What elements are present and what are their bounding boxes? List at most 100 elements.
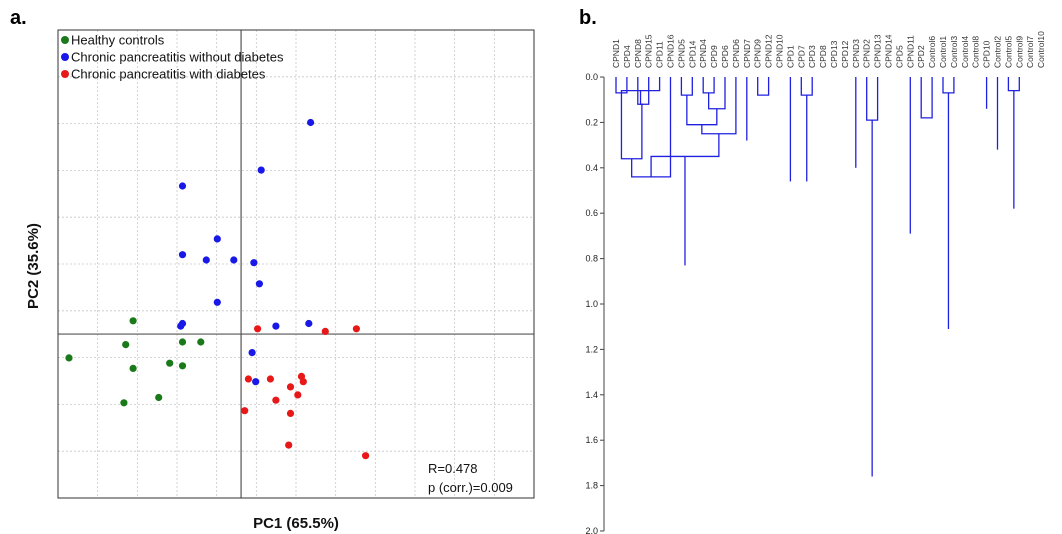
- pca-point-series-3: [299, 378, 307, 386]
- dendrogram-links: [616, 77, 1020, 477]
- legend-label-series-2: Chronic pancreatitis without diabetes: [71, 50, 284, 65]
- dendrogram-leaf-label: CPND13: [873, 34, 883, 68]
- pca-points: [65, 118, 370, 460]
- pca-x-axis-title: PC1 (65.5%): [253, 515, 339, 532]
- dendrogram-leaf-label: CPD2: [916, 45, 926, 68]
- pca-point-series-2: [272, 322, 280, 330]
- pca-point-series-2: [307, 118, 315, 127]
- dendrogram-leaf-label: CPD3: [807, 45, 817, 68]
- pca-point-series-2: [252, 378, 260, 386]
- pca-point-series-3: [272, 396, 280, 404]
- pca-point-series-1: [120, 399, 128, 407]
- dendrogram-leaf-label: Control4: [960, 36, 970, 68]
- dendrogram-leaf-label: CPD6: [720, 45, 730, 68]
- pca-gridlines: [58, 30, 534, 498]
- dendrogram-tick-label: 1.6: [585, 435, 598, 445]
- dendrogram-link: [680, 77, 693, 96]
- dendrogram-tick-label: 0.4: [585, 163, 598, 173]
- panel-letter-b: b.: [579, 7, 597, 29]
- dendrogram-leaf-label: CPND6: [731, 39, 741, 68]
- dendrogram-link: [620, 92, 643, 160]
- pca-point-series-3: [321, 327, 329, 335]
- dendrogram-tick-label: 2.0: [585, 526, 598, 534]
- pca-point-series-3: [294, 391, 302, 399]
- pca-point-series-3: [241, 407, 249, 415]
- dendrogram-tick-label: 1.4: [585, 390, 598, 400]
- pca-point-series-3: [285, 441, 293, 449]
- dendrogram: 0.00.20.40.60.81.01.21.41.61.82.0 CPND1 C…: [585, 31, 1046, 534]
- dendrogram-link: [942, 77, 955, 94]
- dendrogram-leaf-label: Control3: [949, 36, 959, 68]
- dendrogram-leaf-label: Control8: [971, 36, 981, 68]
- dendrogram-leaf-label: CPD4: [622, 45, 632, 68]
- dendrogram-leaf-label: CPND14: [884, 34, 894, 68]
- dendrogram-leaf-label: CPND1: [611, 39, 621, 68]
- dendrogram-leaf-label: CPND15: [644, 34, 654, 68]
- legend-marker-series-3: [61, 70, 69, 78]
- pca-y-axis-title: PC2 (35.6%): [25, 223, 42, 309]
- dendrogram-leaf-label: CPD14: [687, 40, 697, 68]
- pca-point-series-2: [305, 319, 313, 328]
- pca-point-series-3: [244, 375, 252, 383]
- pca-point-series-3: [286, 383, 295, 391]
- dendrogram-leaf-label: CPD8: [818, 45, 828, 68]
- dendrogram-leaf-label: CPD9: [709, 45, 719, 68]
- pca-point-series-2: [248, 349, 256, 357]
- dendrogram-link: [702, 77, 715, 94]
- dendrogram-tick-label: 0.8: [585, 254, 598, 264]
- dendrogram-link: [800, 77, 813, 96]
- dendrogram-tick-label: 0.2: [585, 117, 598, 127]
- dendrogram-leaf-label: CPD11: [655, 41, 665, 68]
- pca-point-series-1: [65, 354, 73, 362]
- dendrogram-link: [866, 77, 879, 121]
- dendrogram-leaf-label: CPND2: [862, 39, 872, 68]
- pca-point-series-1: [129, 364, 137, 372]
- pca-point-series-1: [129, 317, 137, 325]
- dendrogram-leaf-label: Control1: [938, 36, 948, 68]
- pca-point-series-2: [255, 280, 263, 288]
- pca-point-series-3: [362, 452, 370, 460]
- dendrogram-leaf-label: Control6: [927, 36, 937, 68]
- dendrogram-tick-label: 1.8: [585, 481, 598, 491]
- dendrogram-leaf-label: CPD5: [894, 45, 904, 68]
- pca-point-series-2: [230, 256, 238, 264]
- dendrogram-leaf-label: CPND11: [905, 35, 915, 68]
- pca-point-series-2: [177, 322, 185, 330]
- legend-label-series-1: Healthy controls: [71, 33, 165, 48]
- dendrogram-tick-label: 1.0: [585, 299, 598, 309]
- dendrogram-leaf-label: CPD12: [840, 40, 850, 68]
- dendrogram-y-axis: 0.0 0.2 0.4 0.6 0.8 1.0 1.2 1.4 1.6 1.8 2.0: [585, 72, 605, 534]
- dendrogram-leaf-label: CPND3: [851, 39, 861, 68]
- pca-point-series-2: [213, 298, 221, 306]
- pca-point-series-2: [202, 256, 210, 264]
- dendrogram-leaf-label: CPND10: [775, 34, 785, 68]
- stat-p-annotation: p (corr.)=0.009: [428, 480, 513, 495]
- panel-letter-a: a.: [10, 7, 27, 29]
- dendrogram-leaf-labels: CPND1 CPD4 CPND8 CPND15 CPD11 CPND16 CPND5 CPD1…: [611, 31, 1046, 68]
- dendrogram-tick-label: 0.0: [585, 72, 598, 82]
- dendrogram-leaf-label: CPND4: [698, 39, 708, 68]
- pca-point-series-2: [178, 251, 187, 259]
- dendrogram-link: [757, 77, 770, 96]
- pca-point-series-3: [352, 325, 360, 333]
- dendrogram-link: [639, 90, 644, 105]
- pca-plot-frame: [57, 29, 535, 499]
- pca-legend: Healthy controls Chronic pancreatitis wit…: [61, 33, 284, 82]
- pca-point-series-3: [266, 375, 274, 383]
- dendrogram-leaf-label: CPD7: [796, 45, 806, 68]
- dendrogram-leaf-label: CPD1: [785, 45, 795, 68]
- pca-point-series-1: [155, 393, 163, 402]
- legend-marker-series-1: [61, 36, 69, 44]
- dendrogram-link: [1007, 77, 1020, 92]
- dendrogram-tick-label: 1.2: [585, 344, 598, 354]
- pca-point-series-1: [166, 359, 174, 367]
- pca-point-series-3: [286, 409, 295, 417]
- dendrogram-link: [686, 95, 718, 126]
- dendrogram-leaf-label: CPND16: [666, 34, 676, 68]
- pca-point-series-2: [257, 166, 265, 174]
- pca-point-series-2: [250, 259, 258, 267]
- dendrogram-leaf-label: Control9: [1014, 36, 1024, 68]
- pca-point-series-1: [178, 362, 187, 370]
- pca-point-series-1: [122, 341, 130, 349]
- dendrogram-tick-label: 0.6: [585, 208, 598, 218]
